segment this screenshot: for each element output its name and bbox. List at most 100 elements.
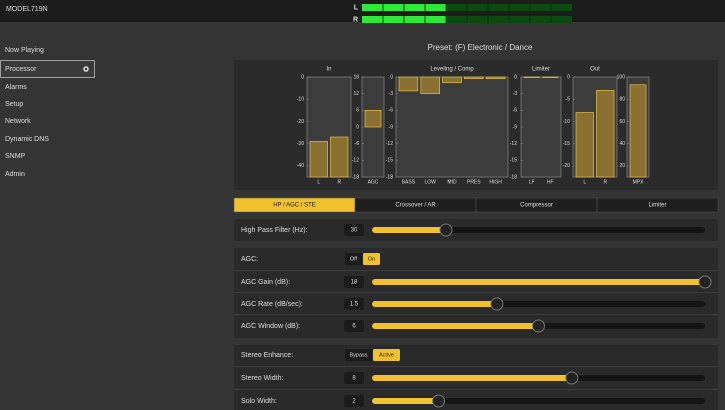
toggle-option[interactable] xyxy=(345,349,372,361)
meter-bar-label: LF xyxy=(529,179,535,185)
value-box xyxy=(344,276,364,288)
value-box xyxy=(344,372,364,384)
control-label: AGC: xyxy=(241,256,258,263)
meter-scale-label: 18 xyxy=(353,74,359,80)
meter-bar xyxy=(485,76,506,80)
control-value: 2 xyxy=(352,399,356,405)
value-box xyxy=(344,298,364,310)
meter-scale-label: -30 xyxy=(297,141,304,147)
toggle-option-label[interactable]: Active xyxy=(379,352,394,358)
meter-bar xyxy=(309,141,328,178)
meter-bar-label: R xyxy=(603,179,607,185)
tab-label[interactable]: Crossover / AR xyxy=(395,203,436,209)
control-label: Solo Width: xyxy=(241,398,277,405)
meter-scale-label: -6 xyxy=(513,108,518,114)
meter-bar xyxy=(596,89,615,178)
meter-bar-label: MPX xyxy=(633,179,645,185)
meter-scale-label: -18 xyxy=(386,174,393,180)
meter-bar-label: HIGH xyxy=(489,179,502,185)
tab-label[interactable]: Compressor xyxy=(520,203,553,209)
toggle-option-label[interactable]: On xyxy=(368,256,375,262)
toggle-option-label[interactable]: Off xyxy=(350,256,358,262)
gear-icon xyxy=(83,66,89,72)
meter-scale-label: -40 xyxy=(297,163,304,169)
slider-fill xyxy=(372,279,705,285)
nav-item[interactable]: Processor xyxy=(5,66,37,73)
meter-bar-label: LOW xyxy=(425,179,437,185)
meter-scale-label: 40 xyxy=(619,141,625,147)
slider-fill xyxy=(372,398,439,404)
meter-channel-label: L xyxy=(354,4,359,11)
meter-scale-label: 20 xyxy=(619,163,625,169)
tab[interactable] xyxy=(596,197,719,213)
meter-scale-label: 0 xyxy=(514,74,517,80)
meter-scale-label: -18 xyxy=(352,174,359,180)
meter-scale-label: -5 xyxy=(566,97,571,103)
slider-knob[interactable] xyxy=(565,371,579,385)
nav-item[interactable]: Network xyxy=(5,118,31,125)
control-value: 6 xyxy=(352,324,356,330)
toggle-option[interactable] xyxy=(373,349,400,361)
tab-label[interactable]: Limiter xyxy=(648,203,666,209)
meter-bar xyxy=(523,76,540,78)
meter-scale-label: -18 xyxy=(510,174,517,180)
meter-title: Limiter xyxy=(532,67,550,73)
control-label: AGC Rate (dB/sec): xyxy=(241,301,303,308)
slider-knob[interactable] xyxy=(432,394,446,408)
meter-channel-label: R xyxy=(353,16,358,23)
slider-knob[interactable] xyxy=(439,223,453,237)
meter-scale-label: -10 xyxy=(297,97,304,103)
meter-bar-label: L xyxy=(317,179,320,185)
meter-scale-label: -12 xyxy=(510,141,517,147)
meter-scale-label: -3 xyxy=(513,91,518,97)
control-label: AGC Window (dB): xyxy=(241,323,300,330)
meter-bar-label: AGC xyxy=(368,179,379,185)
nav-item[interactable]: SNMP xyxy=(5,153,26,160)
meter-bar-label: L xyxy=(583,179,586,185)
value-box xyxy=(344,224,364,236)
meter-scale-label: -15 xyxy=(563,141,570,147)
meter-box xyxy=(520,76,562,178)
meter-bar xyxy=(364,109,382,128)
meter-bar xyxy=(398,76,419,92)
meter-scale-label: -6 xyxy=(389,108,394,114)
meter-scale-label: -15 xyxy=(510,158,517,164)
nav-item[interactable]: Admin xyxy=(5,171,25,178)
slider-knob[interactable] xyxy=(532,319,545,333)
meter-bar xyxy=(542,76,559,78)
slider-knob[interactable] xyxy=(698,275,712,289)
meter-title: Out xyxy=(590,67,600,73)
slider-knob[interactable] xyxy=(490,297,504,311)
meter-scale-label: 6 xyxy=(356,108,359,114)
control-label: Stereo Width: xyxy=(241,375,283,382)
nav-item[interactable]: Alarms xyxy=(5,84,27,91)
meter-scale-label: 80 xyxy=(619,97,625,103)
preset-label: Preset: (F) Electronic / Dance xyxy=(428,43,533,52)
meter-bar-label: MID xyxy=(447,179,457,185)
nav-item[interactable]: Setup xyxy=(5,101,23,108)
value-box xyxy=(344,320,364,332)
value-box xyxy=(344,395,364,407)
meter-scale-label: 0 xyxy=(356,124,359,130)
meter-scale-label: -10 xyxy=(563,119,570,125)
meter-scale-label: 0 xyxy=(567,74,570,80)
control-label: AGC Gain (dB): xyxy=(241,279,290,286)
meter-scale-label: 12 xyxy=(353,91,359,97)
meter-bar-label: R xyxy=(337,179,341,185)
toggle-option[interactable] xyxy=(363,253,380,265)
control-value: 1.5 xyxy=(350,302,359,308)
nav-item[interactable]: Now Playing xyxy=(5,47,44,54)
model-name: MODEL719N xyxy=(6,6,48,13)
nav-item[interactable]: Dynamic DNS xyxy=(5,136,49,143)
meter-bar xyxy=(629,84,647,178)
tab-label[interactable]: HP / AGC / STE xyxy=(273,203,316,209)
toggle-option[interactable] xyxy=(345,253,362,265)
meter-scale-label: -3 xyxy=(389,91,394,97)
slider-fill xyxy=(372,227,446,233)
meter-box xyxy=(395,76,509,178)
slider-fill xyxy=(372,375,572,381)
meter-scale-label: -9 xyxy=(513,124,518,130)
toggle-option-label[interactable]: Bypass xyxy=(349,352,367,358)
